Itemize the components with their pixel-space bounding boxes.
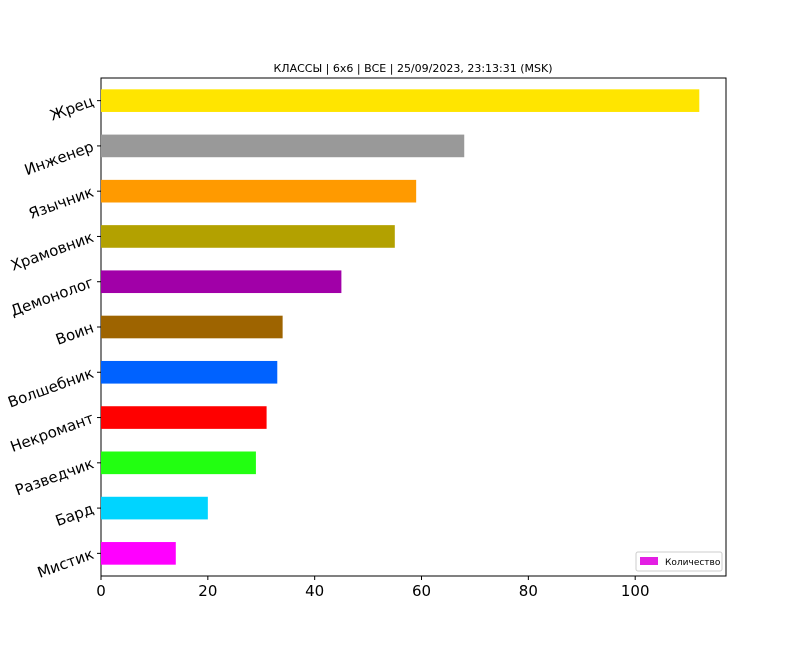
y-tick-label: Демонолог (8, 273, 96, 320)
bars-group (101, 89, 700, 565)
y-tick-label: Некромант (8, 409, 96, 456)
y-tick-label: Волшебник (5, 364, 96, 412)
y-tick-label: Жрец (48, 92, 97, 124)
bar-9 (101, 451, 256, 475)
chart-title: КЛАССЫ | 6х6 | ВСЕ | 25/09/2023, 23:13:3… (273, 62, 552, 75)
y-tick-label: Бард (53, 500, 96, 530)
legend-swatch (640, 557, 658, 565)
y-tick-label: Язычник (26, 183, 96, 223)
x-tick-label: 60 (412, 582, 431, 600)
y-tick-label: Воин (53, 319, 96, 349)
legend: Количество (635, 551, 723, 572)
y-tick-label: Храмовник (8, 228, 96, 275)
y-tick-label: Разведчик (13, 454, 97, 499)
x-axis-ticks: 0 20 40 60 80 100 (96, 576, 650, 600)
bar-11 (101, 542, 176, 565)
bar-5 (101, 270, 342, 294)
bar-2 (101, 134, 465, 158)
x-tick-label: 100 (621, 582, 650, 600)
x-tick-label: 40 (305, 582, 324, 600)
legend-box (635, 551, 723, 572)
bar-6 (101, 315, 283, 339)
x-tick-label: 20 (198, 582, 217, 600)
bar-8 (101, 406, 267, 429)
bar-1 (101, 89, 700, 112)
bar-3 (101, 179, 417, 203)
bar-7 (101, 360, 278, 384)
legend-label: Количество (665, 558, 721, 568)
y-tick-label: Инженер (22, 137, 96, 179)
bar-4 (101, 225, 395, 248)
y-tick-label: Мистик (35, 545, 96, 582)
x-tick-label: 80 (519, 582, 538, 600)
bar-10 (101, 496, 208, 520)
x-tick-label: 0 (96, 582, 106, 600)
